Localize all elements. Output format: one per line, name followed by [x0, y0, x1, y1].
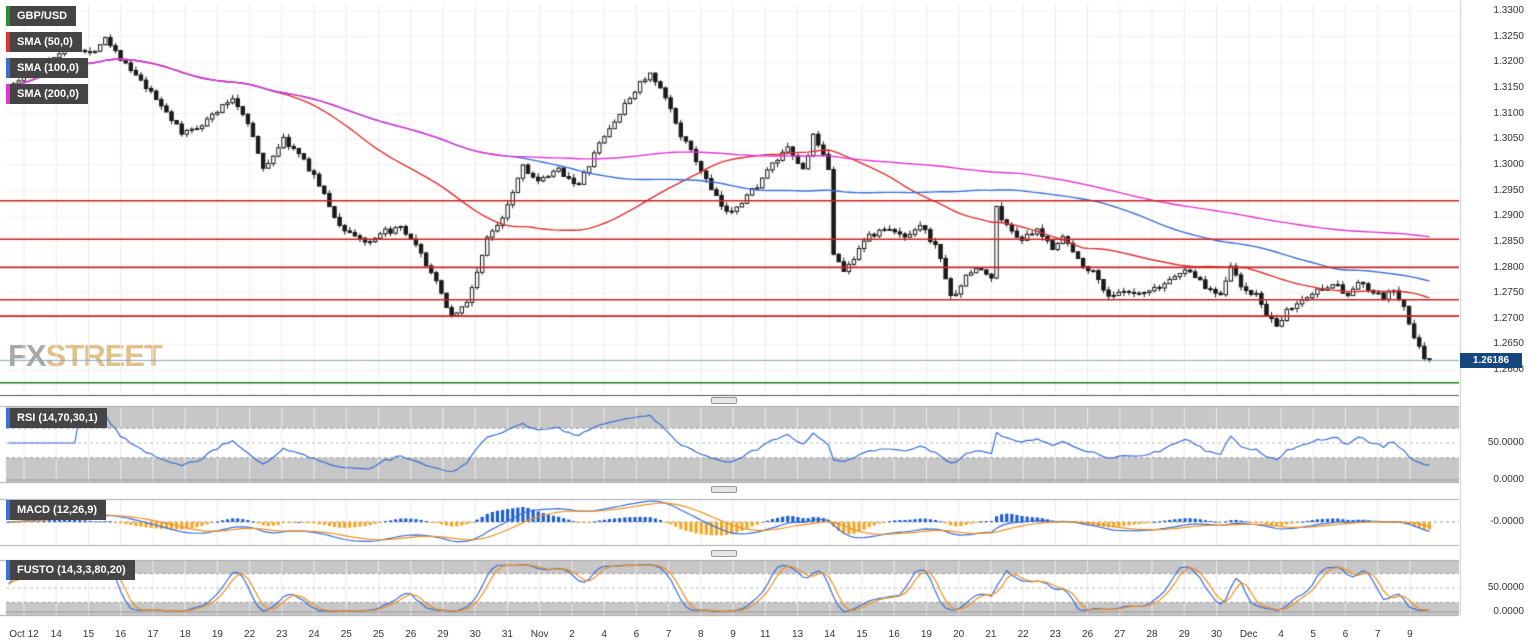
sma50-color-tab	[6, 32, 10, 52]
indicator-scale-label: 0.0000	[1493, 606, 1524, 617]
symbol-label: GBP/USD	[17, 10, 68, 22]
panel-resize-handle[interactable]	[711, 550, 737, 557]
date-tick-label: 29	[437, 629, 449, 640]
symbol-legend[interactable]: GBP/USD	[6, 6, 77, 26]
symbol-color-tab	[6, 6, 10, 26]
date-tick-label: 25	[340, 629, 352, 640]
legend-sma200[interactable]: SMA (200,0)	[6, 84, 88, 104]
price-tick-label: 1.2850	[1493, 235, 1524, 247]
date-tick-label: 24	[308, 629, 320, 640]
date-tick-label: 14	[824, 629, 836, 640]
date-tick-label: 4	[601, 629, 607, 640]
date-tick-label: 25	[372, 629, 385, 640]
date-tick-label: 30	[1210, 629, 1223, 640]
panel-resize-handle[interactable]	[711, 486, 737, 493]
date-tick-label: 13	[791, 629, 804, 640]
price-tick-label: 1.3300	[1493, 5, 1524, 16]
macd-label: MACD (12,26,9)	[17, 504, 98, 516]
date-tick-label: Nov	[530, 629, 549, 640]
date-tick-label: 9	[1407, 629, 1413, 640]
date-tick-label: Dec	[1239, 629, 1258, 640]
date-tick-label: 22	[1017, 629, 1029, 640]
macd-color-tab	[6, 500, 10, 520]
price-tick-label: 1.3050	[1493, 133, 1524, 145]
date-tick-label: 30	[469, 629, 481, 640]
price-tick-label: 1.2900	[1493, 210, 1524, 222]
date-tick-label: 28	[1146, 629, 1158, 640]
price-tick-label: 1.2750	[1493, 287, 1524, 299]
date-tick-label: 16	[115, 629, 127, 640]
price-tick-label: 1.2700	[1493, 312, 1524, 324]
macd-panel-label[interactable]: MACD (12,26,9)	[6, 500, 107, 520]
price-tick-label: 1.2950	[1493, 184, 1524, 196]
price-tick-label: 1.2650	[1493, 338, 1524, 350]
indicator-scale-label: 50.0000	[1487, 437, 1524, 448]
date-tick-label: Oct 12	[9, 629, 39, 640]
indicator-scale-label: 0.0000	[1493, 474, 1524, 485]
price-tick-label: 1.3200	[1493, 56, 1524, 68]
legend-sma100[interactable]: SMA (100,0)	[6, 58, 88, 78]
sma50-label: SMA (50,0)	[17, 36, 73, 48]
stoch-color-tab	[6, 560, 10, 580]
sma100-color-tab	[6, 58, 10, 78]
date-tick-label: 23	[1049, 629, 1061, 640]
stoch-panel-label[interactable]: FUSTO (14,3,3,80,20)	[6, 560, 135, 580]
date-tick-label: 15	[856, 629, 868, 640]
indicator-scale-label: -0.0000	[1490, 516, 1524, 527]
price-tick-label: 1.3250	[1493, 30, 1524, 42]
date-tick-label: 22	[244, 629, 256, 640]
date-tick-label: 5	[1310, 629, 1316, 640]
date-tick-label: 4	[1278, 629, 1284, 640]
date-tick-label: 6	[633, 629, 640, 640]
price-tick-label: 1.2800	[1493, 261, 1524, 273]
date-tick-label: 2	[569, 629, 575, 640]
date-tick-label: 27	[1114, 629, 1126, 640]
rsi-panel-label[interactable]: RSI (14,70,30,1)	[6, 408, 107, 428]
date-tick-label: 8	[698, 629, 704, 640]
date-tick-label: 9	[730, 629, 736, 640]
date-tick-label: 18	[179, 629, 191, 640]
last-price-badge: 1.26186	[1460, 352, 1522, 368]
rsi-label: RSI (14,70,30,1)	[17, 412, 98, 424]
price-tick-label: 1.3100	[1493, 107, 1524, 119]
legend-sma50[interactable]: SMA (50,0)	[6, 32, 82, 52]
date-tick-label: 19	[211, 629, 223, 640]
date-tick-label: 26	[1082, 629, 1094, 640]
date-tick-label: 31	[501, 629, 513, 640]
sma100-label: SMA (100,0)	[17, 62, 79, 74]
price-tick-label: 1.3150	[1493, 81, 1524, 93]
date-tick-label: 7	[665, 629, 672, 640]
date-tick-label: 17	[147, 629, 159, 640]
sma200-label: SMA (200,0)	[17, 88, 79, 100]
date-tick-label: 16	[888, 629, 900, 640]
date-tick-label: 7	[1374, 629, 1381, 640]
sma200-color-tab	[6, 84, 10, 104]
date-tick-label: 29	[1178, 629, 1190, 640]
price-tick-label: 1.2600	[1493, 364, 1524, 376]
indicator-scale-label: 50.0000	[1487, 582, 1524, 593]
date-tick-label: 11	[760, 629, 771, 640]
date-tick-label: 14	[50, 629, 62, 640]
date-tick-label: 6	[1342, 629, 1349, 640]
date-tick-label: 23	[276, 629, 288, 640]
date-tick-label: 15	[82, 629, 95, 640]
panel-resize-handle[interactable]	[711, 397, 737, 404]
price-tick-label: 1.3000	[1493, 158, 1524, 170]
date-tick-label: 20	[953, 629, 965, 640]
rsi-color-tab	[6, 408, 10, 428]
date-tick-label: 19	[920, 629, 932, 640]
date-tick-label: 26	[405, 629, 417, 640]
date-tick-label: 21	[985, 629, 997, 640]
stoch-label: FUSTO (14,3,3,80,20)	[17, 564, 126, 576]
